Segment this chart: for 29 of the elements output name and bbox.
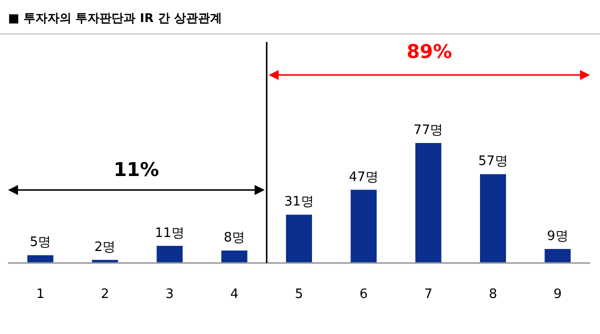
data-label: 9명	[547, 228, 568, 244]
bar	[480, 174, 506, 263]
data-label: 11명	[154, 226, 184, 241]
x-tick-label: 4	[230, 287, 238, 302]
data-label: 31명	[284, 194, 314, 210]
chart-title: ■ 투자자의 투자판단과 IR 간 상관관계	[8, 11, 222, 25]
data-label: 2명	[94, 240, 116, 255]
data-label: 8명	[224, 230, 245, 246]
x-tick-label: 9	[554, 287, 562, 302]
bar	[156, 246, 183, 263]
annotation: 11%	[114, 159, 160, 181]
x-tick-label: 3	[166, 287, 174, 302]
bar	[350, 190, 377, 263]
x-tick-label: 1	[36, 287, 44, 302]
x-tick-label: 8	[488, 287, 498, 302]
x-tick-label: 7	[424, 287, 432, 302]
bar	[221, 250, 248, 263]
bar	[544, 248, 571, 263]
data-label: 77명	[414, 123, 444, 138]
text: 89%	[406, 41, 452, 63]
bar	[27, 255, 54, 263]
x-tick-label: 2	[100, 287, 110, 302]
data-label: 57명	[478, 154, 508, 170]
data-label: 5명	[30, 235, 51, 250]
bar	[286, 214, 312, 263]
x-tick-label: 6	[360, 287, 368, 302]
bar	[415, 143, 442, 263]
x-tick-label: 5	[294, 287, 304, 302]
data-label: 47명	[348, 170, 378, 185]
